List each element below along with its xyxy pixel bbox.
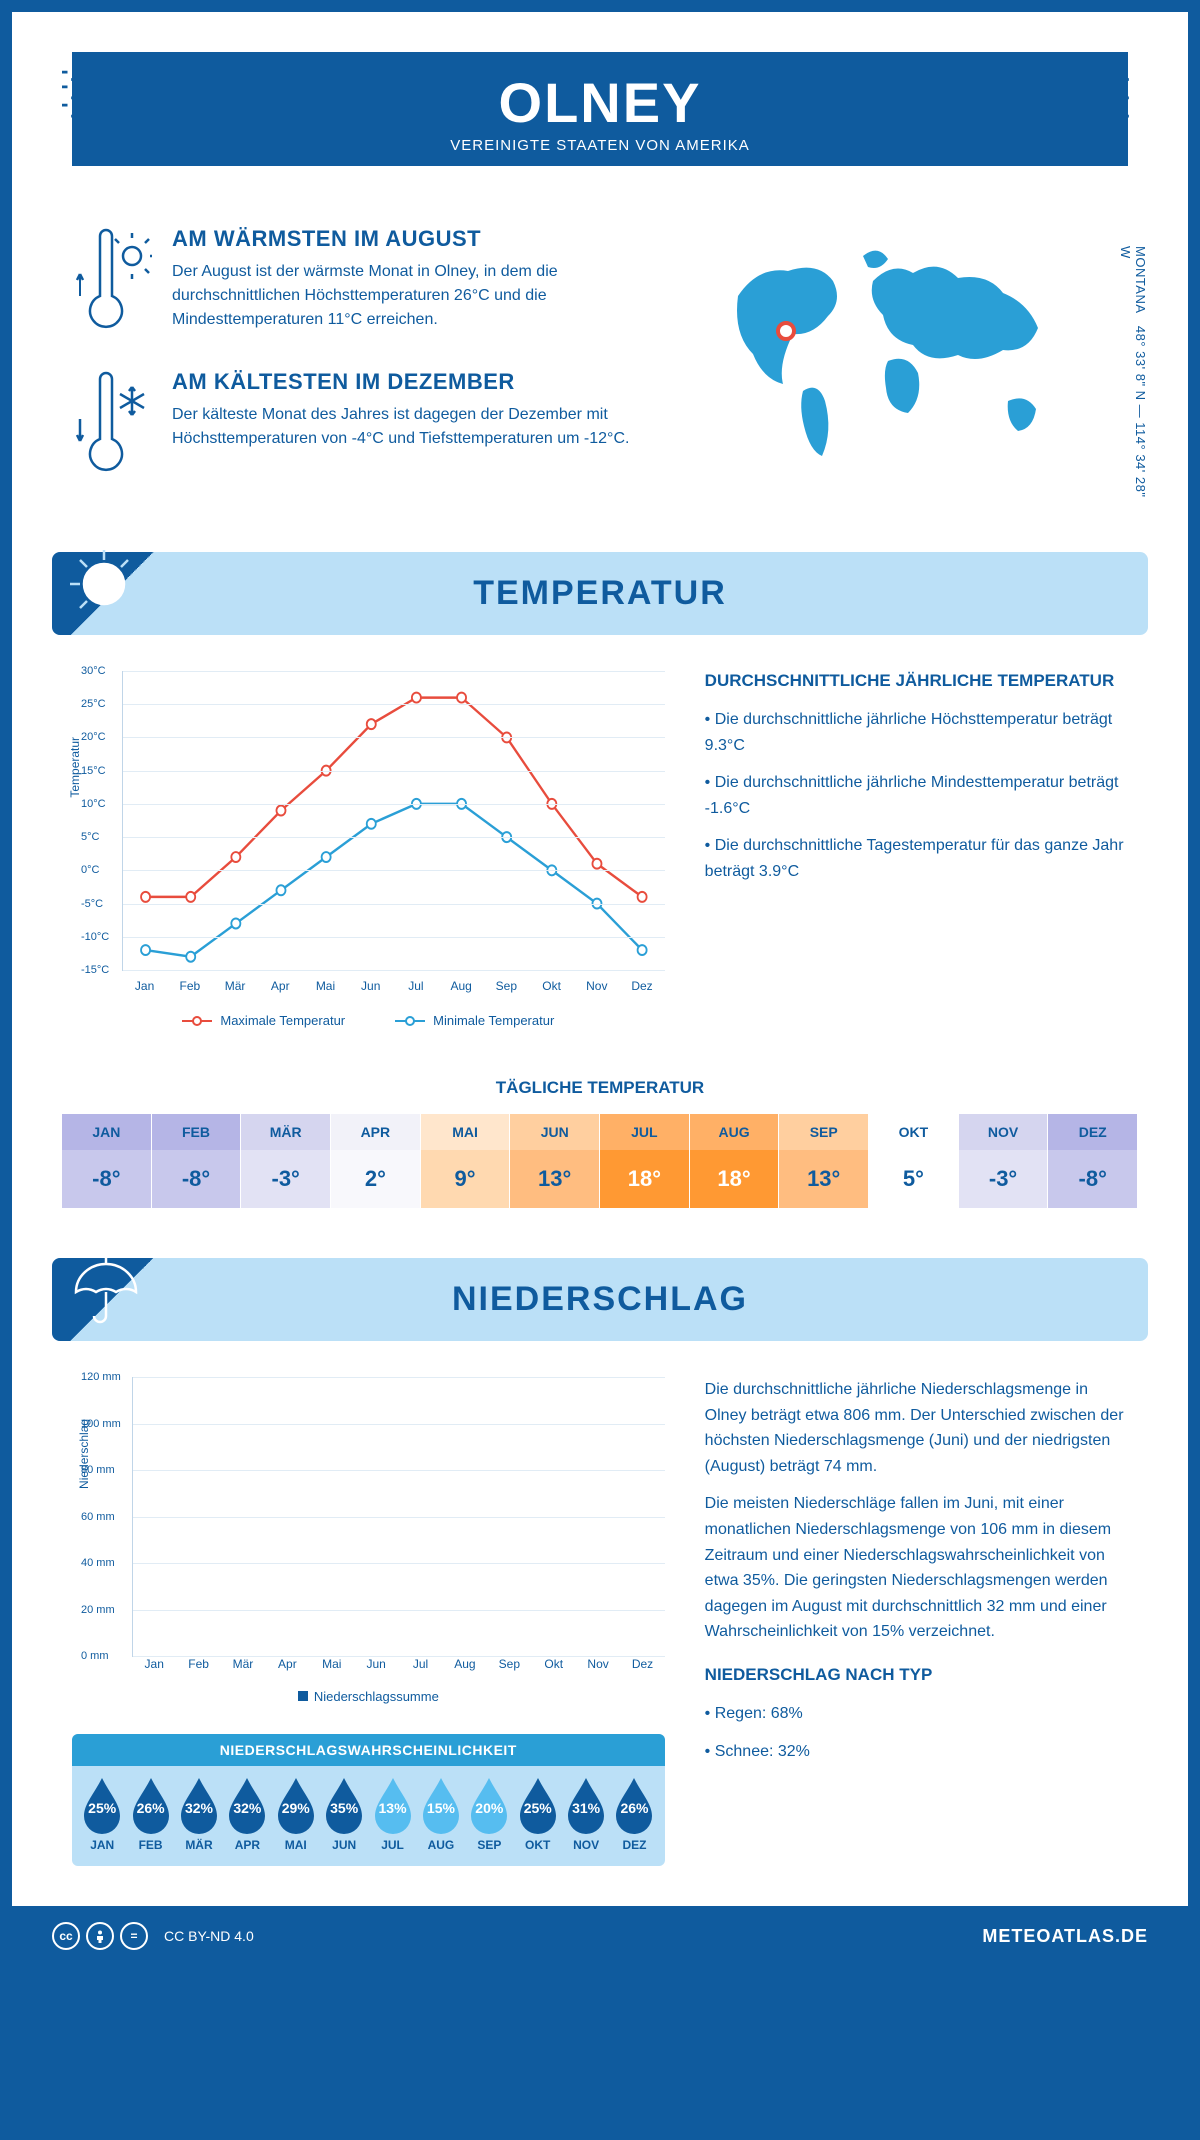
table-cell: JUL18° xyxy=(600,1114,690,1208)
temperature-content: Temperatur -15°C-10°C-5°C0°C5°C10°C15°C2… xyxy=(12,635,1188,1048)
card: OLNEY VEREINIGTE STAATEN VON AMERIKA AM … xyxy=(12,12,1188,1966)
drop-cell: 26% DEZ xyxy=(610,1776,658,1852)
prob-title: NIEDERSCHLAGSWAHRSCHEINLICHKEIT xyxy=(72,1734,665,1766)
drop-cell: 32% MÄR xyxy=(175,1776,223,1852)
site-name: METEOATLAS.DE xyxy=(982,1926,1148,1947)
summary-title: DURCHSCHNITTLICHE JÄHRLICHE TEMPERATUR xyxy=(705,671,1128,691)
fact-text: AM WÄRMSTEN IM AUGUST Der August ist der… xyxy=(172,226,668,341)
fact-title: AM KÄLTESTEN IM DEZEMBER xyxy=(172,369,668,395)
table-cell: AUG18° xyxy=(690,1114,780,1208)
table-cell: SEP13° xyxy=(779,1114,869,1208)
chart-legend: Maximale Temperatur Minimale Temperatur xyxy=(72,1013,665,1028)
coordinates: MONTANA 48° 33' 8" N — 114° 34' 28" W xyxy=(1118,246,1148,512)
license-badge: cc = CC BY-ND 4.0 xyxy=(52,1922,254,1950)
facts-row: AM WÄRMSTEN IM AUGUST Der August ist der… xyxy=(12,196,1188,552)
fact-body: Der August ist der wärmste Monat in Olne… xyxy=(172,260,668,332)
section-header-precipitation: NIEDERSCHLAG xyxy=(52,1258,1148,1341)
section-header-temperature: TEMPERATUR xyxy=(52,552,1148,635)
fact-cold: AM KÄLTESTEN IM DEZEMBER Der kälteste Mo… xyxy=(72,369,668,484)
table-cell: NOV-3° xyxy=(959,1114,1049,1208)
drop-cell: 31% NOV xyxy=(562,1776,610,1852)
fact-warm: AM WÄRMSTEN IM AUGUST Der August ist der… xyxy=(72,226,668,341)
drop-cell: 13% JUL xyxy=(368,1776,416,1852)
drop-icon: 25% xyxy=(516,1776,560,1834)
by-icon xyxy=(86,1922,114,1950)
drop-cell: 25% OKT xyxy=(514,1776,562,1852)
precip-type-title: NIEDERSCHLAG NACH TYP xyxy=(705,1665,1128,1685)
drop-icon: 26% xyxy=(129,1776,173,1834)
drop-icon: 20% xyxy=(467,1776,511,1834)
drop-icon: 15% xyxy=(419,1776,463,1834)
bar-legend: Niederschlagssumme xyxy=(72,1689,665,1704)
precipitation-bar-chart: Niederschlag 0 mm20 mm40 mm60 mm80 mm100… xyxy=(72,1377,665,1866)
drop-cell: 26% FEB xyxy=(126,1776,174,1852)
drop-cell: 29% MAI xyxy=(272,1776,320,1852)
drop-icon: 32% xyxy=(177,1776,221,1834)
cc-icon: cc xyxy=(52,1922,80,1950)
page: OLNEY VEREINIGTE STAATEN VON AMERIKA AM … xyxy=(0,0,1200,1978)
drop-icon: 31% xyxy=(564,1776,608,1834)
table-cell: JAN-8° xyxy=(62,1114,152,1208)
drop-icon: 29% xyxy=(274,1776,318,1834)
header: OLNEY VEREINIGTE STAATEN VON AMERIKA xyxy=(12,12,1188,196)
page-subtitle: VEREINIGTE STAATEN VON AMERIKA xyxy=(72,137,1128,154)
drop-cell: 32% APR xyxy=(223,1776,271,1852)
table-cell: APR2° xyxy=(331,1114,421,1208)
table-cell: JUN13° xyxy=(510,1114,600,1208)
table-cell: OKT5° xyxy=(869,1114,959,1208)
footer: cc = CC BY-ND 4.0 METEOATLAS.DE xyxy=(12,1906,1188,1966)
temperature-summary: DURCHSCHNITTLICHE JÄHRLICHE TEMPERATUR •… xyxy=(705,671,1128,1028)
fact-text: AM KÄLTESTEN IM DEZEMBER Der kälteste Mo… xyxy=(172,369,668,484)
table-cell: FEB-8° xyxy=(152,1114,242,1208)
drop-icon: 35% xyxy=(322,1776,366,1834)
daily-temp-title: TÄGLICHE TEMPERATUR xyxy=(12,1078,1188,1098)
drop-cell: 35% JUN xyxy=(320,1776,368,1852)
drop-icon: 25% xyxy=(80,1776,124,1834)
table-cell: MAI9° xyxy=(421,1114,511,1208)
drop-icon: 32% xyxy=(225,1776,269,1834)
table-cell: DEZ-8° xyxy=(1048,1114,1138,1208)
daily-temp-table: JAN-8°FEB-8°MÄR-3°APR2°MAI9°JUN13°JUL18°… xyxy=(62,1114,1138,1208)
umbrella-icon xyxy=(64,1250,144,1330)
map-marker-icon xyxy=(776,321,796,341)
precipitation-probability: NIEDERSCHLAGSWAHRSCHEINLICHKEIT 25% JAN … xyxy=(72,1734,665,1866)
thermometer-snow-icon xyxy=(72,369,152,484)
world-map: MONTANA 48° 33' 8" N — 114° 34' 28" W xyxy=(708,226,1128,512)
drop-icon: 13% xyxy=(371,1776,415,1834)
drop-cell: 15% AUG xyxy=(417,1776,465,1852)
drop-icon: 26% xyxy=(612,1776,656,1834)
facts-col: AM WÄRMSTEN IM AUGUST Der August ist der… xyxy=(72,226,668,512)
sun-icon xyxy=(64,544,144,624)
y-axis-label: Temperatur xyxy=(68,736,82,797)
page-title: OLNEY xyxy=(72,70,1128,135)
drop-cell: 20% SEP xyxy=(465,1776,513,1852)
fact-body: Der kälteste Monat des Jahres ist dagege… xyxy=(172,403,668,451)
thermometer-sun-icon xyxy=(72,226,152,341)
nd-icon: = xyxy=(120,1922,148,1950)
section-title: NIEDERSCHLAG xyxy=(52,1280,1148,1319)
precipitation-content: Niederschlag 0 mm20 mm40 mm60 mm80 mm100… xyxy=(12,1341,1188,1876)
fact-title: AM WÄRMSTEN IM AUGUST xyxy=(172,226,668,252)
header-banner: OLNEY VEREINIGTE STAATEN VON AMERIKA xyxy=(72,52,1128,166)
temperature-line-chart: Temperatur -15°C-10°C-5°C0°C5°C10°C15°C2… xyxy=(72,671,665,1028)
drop-cell: 25% JAN xyxy=(78,1776,126,1852)
precipitation-summary: Die durchschnittliche jährliche Niedersc… xyxy=(705,1377,1128,1866)
table-cell: MÄR-3° xyxy=(241,1114,331,1208)
section-title: TEMPERATUR xyxy=(52,574,1148,613)
